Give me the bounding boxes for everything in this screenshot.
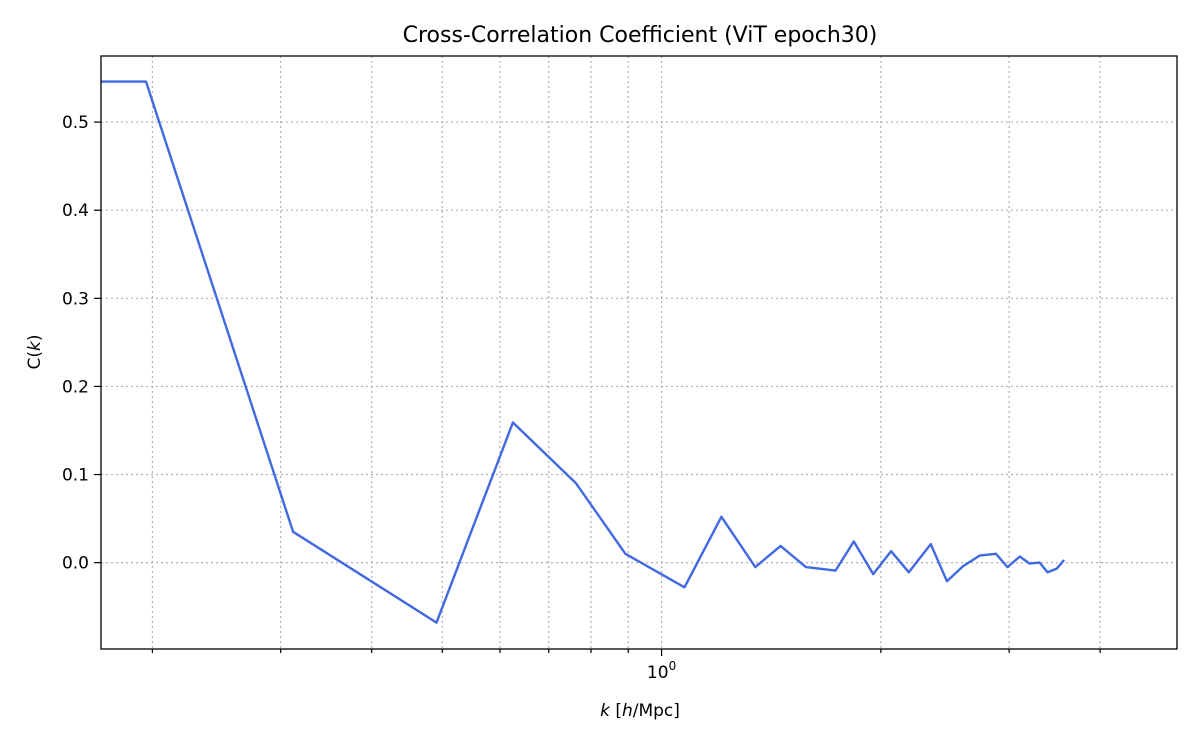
chart-title: Cross-Correlation Coefficient (ViT epoch… (403, 23, 878, 48)
y-tick-label: 0.2 (62, 377, 89, 397)
series-layer (101, 80, 1066, 624)
y-axis-label: C(k) (25, 334, 45, 369)
grid (101, 56, 1177, 649)
ticks: 100 0.0 0.1 0.2 0.3 0.4 0.5 (62, 113, 1101, 683)
y-tick-label: 0.5 (62, 113, 89, 133)
y-tick-label: 0.1 (62, 466, 89, 486)
y-tick-label: 0.4 (62, 201, 89, 221)
series-line (101, 80, 1066, 624)
y-tick-label: 0.3 (62, 289, 89, 309)
plot-frame (100, 55, 1178, 650)
x-axis-label: k [h/Mpc] (600, 701, 680, 721)
x-tick-label: 100 (647, 659, 676, 683)
y-tick-label: 0.0 (62, 554, 89, 574)
